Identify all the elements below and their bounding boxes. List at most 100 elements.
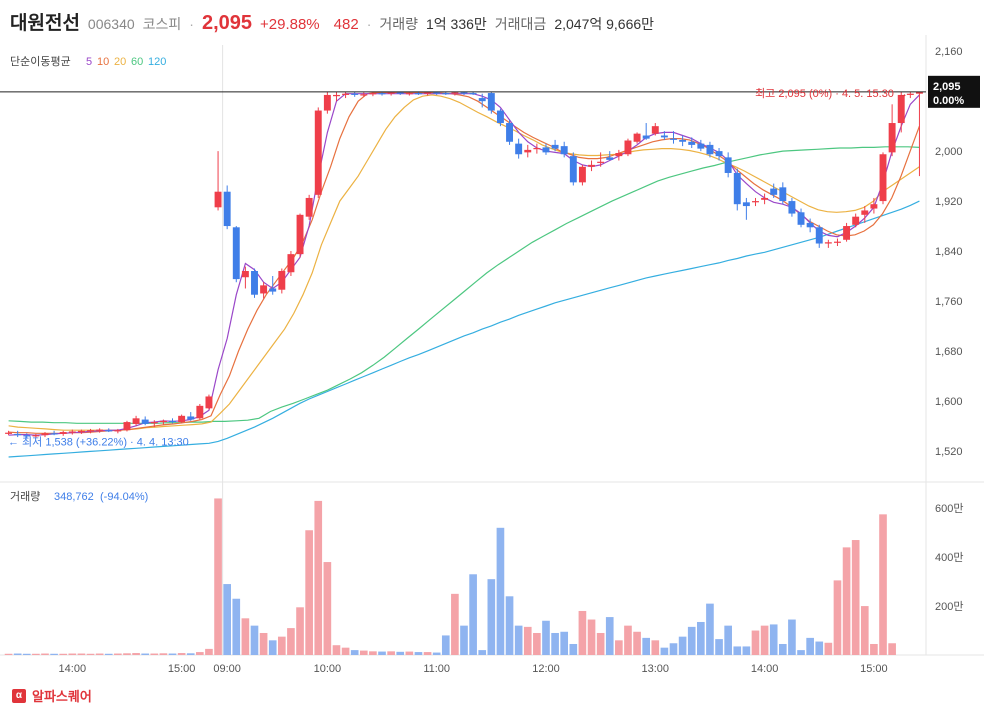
volume-bar [860, 606, 869, 655]
volume-bar [159, 653, 168, 655]
candle-body [843, 226, 851, 240]
amount-value: 2,047억 9,666만 [554, 16, 655, 32]
ma-legend-period: 20 [114, 56, 126, 68]
candle-body [633, 133, 641, 142]
volume-bar [678, 636, 687, 655]
volume-bar [687, 626, 696, 655]
candle-body [542, 147, 550, 153]
volume-bar [441, 635, 450, 655]
high-annotation: 최고 2,095 (0%) · 4. 5. 15:30 → [755, 87, 908, 100]
volume-bar [596, 632, 605, 655]
candle-body [442, 93, 450, 95]
candle-body [414, 93, 422, 95]
volume-bar [296, 607, 304, 655]
volume-bar [4, 653, 13, 655]
candle-body [761, 197, 769, 200]
price-tick-label: 1,520 [935, 446, 963, 458]
time-tick-label: 15:00 [168, 663, 196, 675]
candle-body [515, 143, 523, 155]
volume-bar [505, 596, 514, 655]
volume-bar [50, 653, 58, 655]
candle-body [387, 92, 395, 94]
candle-body [852, 216, 860, 225]
volume-bar [870, 643, 878, 655]
candle-body [815, 227, 823, 244]
separator-dot: · [366, 16, 372, 32]
price-tick-label: 1,920 [935, 196, 963, 208]
candle-body [14, 433, 22, 436]
candle-body [588, 164, 595, 167]
volume-bar [660, 647, 669, 655]
candle-body [861, 210, 869, 215]
volume-bar [733, 646, 742, 655]
volume-bar [405, 651, 414, 655]
volume-bar [95, 653, 104, 655]
ma5-line [8, 93, 920, 436]
stock-header: 대원전선 006340 코스피 · 2,095 +29.88% 482 · 거래… [10, 8, 654, 40]
volume-bar [469, 574, 477, 655]
time-tick-label: 14:00 [751, 663, 779, 675]
volume-bar [615, 640, 623, 655]
volume-bar [842, 547, 851, 655]
price-tick-label: 1,840 [935, 246, 963, 258]
volume-bar [879, 514, 887, 655]
volume-bar [523, 626, 532, 655]
candle-body [451, 92, 459, 94]
candle-body [688, 141, 696, 145]
stock-name[interactable]: 대원전선 [10, 13, 80, 34]
volume-bar [633, 631, 641, 655]
volume-bar [788, 619, 796, 655]
candle-body [5, 432, 13, 434]
volume-bar [624, 625, 632, 655]
candle-body [214, 191, 222, 208]
brand-name[interactable]: 알파스퀘어 [32, 689, 92, 704]
volume-bar [86, 653, 95, 655]
volume-bar [223, 584, 231, 655]
price-tick-label: 1,760 [935, 296, 963, 308]
volume-bar [32, 653, 40, 655]
ma120-line [8, 200, 920, 458]
volume-bar [141, 653, 150, 655]
volume-bar [742, 646, 751, 655]
candle-body [342, 93, 350, 95]
volume-bar [232, 598, 241, 655]
candle-body [706, 144, 714, 155]
candle-body [360, 94, 368, 96]
volume-bar [241, 618, 250, 655]
candle-body [205, 396, 213, 409]
price-tick-label: 1,600 [935, 396, 963, 408]
candle-body [68, 431, 76, 433]
volume-bar [59, 653, 68, 655]
candle-body [478, 98, 486, 102]
volume-bar [332, 645, 341, 655]
candle-body [251, 270, 258, 295]
volume-bar [760, 625, 769, 655]
candle-body [132, 418, 140, 424]
volume-bar [642, 637, 651, 655]
volume-bar [41, 653, 49, 655]
candle-body [460, 92, 468, 94]
candle-body [506, 123, 514, 142]
candle-body [433, 92, 441, 94]
candle-body [77, 430, 85, 433]
candle-body [23, 435, 31, 437]
candle-body [159, 420, 167, 423]
candle-body [606, 157, 614, 160]
candle-body [296, 214, 304, 255]
volume-bar [104, 653, 113, 655]
candle-body [715, 151, 723, 157]
volume-bar [706, 603, 714, 655]
candle-body [742, 202, 750, 207]
volume-bar [797, 650, 805, 655]
candle-body [496, 110, 504, 124]
volume-bar [824, 642, 833, 655]
candle-body [424, 92, 432, 94]
current-price: 2,095 [201, 12, 253, 34]
candle-body [405, 93, 413, 95]
volume-bar [478, 650, 487, 655]
candle-body [223, 191, 231, 227]
volume-bar [22, 653, 31, 655]
volume-bar [323, 562, 332, 655]
ma-legend-period: 60 [131, 56, 143, 68]
